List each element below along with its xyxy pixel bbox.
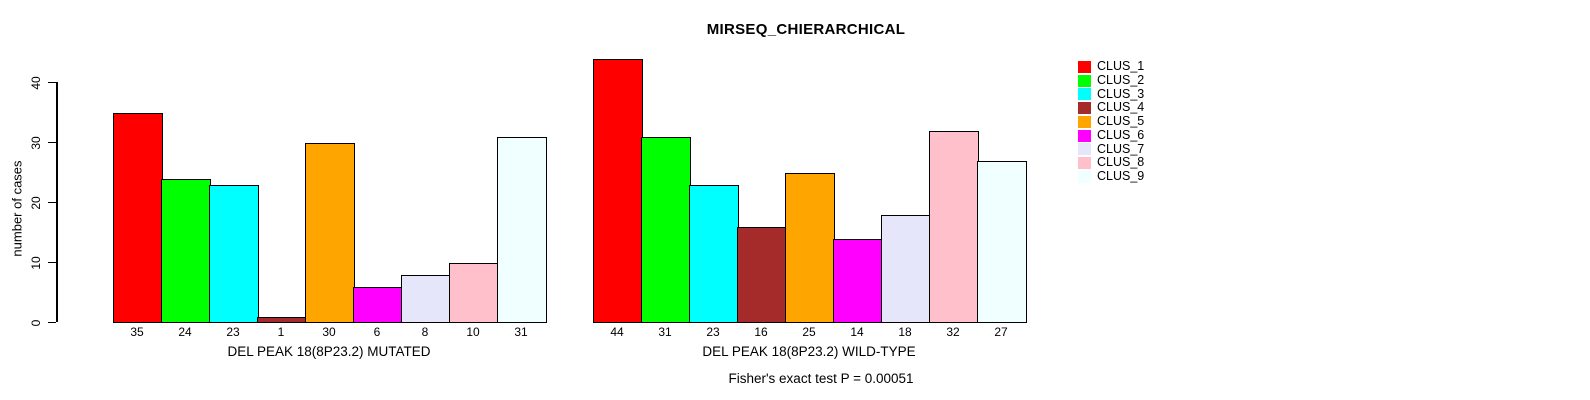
bar-clus_9 (497, 136, 547, 323)
y-tick-label: 20 (29, 195, 43, 210)
bar-value-label: 23 (226, 325, 240, 339)
legend-item-label: CLUS_3 (1097, 86, 1145, 101)
bar-value-label: 35 (130, 325, 144, 339)
chart-title: MIRSEQ_CHIERARCHICAL (706, 21, 906, 38)
bar-clus_8 (929, 130, 979, 323)
legend-item: CLUS_7 (1078, 141, 1145, 157)
bar-clus_1 (113, 112, 163, 323)
bar-value-label: 10 (466, 325, 480, 339)
bar-clus_2 (641, 136, 691, 323)
legend-color-swatch (1078, 170, 1091, 183)
bar-clus_6 (353, 286, 403, 323)
y-tick-label: 40 (29, 75, 43, 90)
bar-clus_3 (689, 184, 739, 323)
legend-item-label: CLUS_4 (1097, 100, 1145, 115)
y-tick (48, 321, 56, 324)
legend: CLUS_1 CLUS_2 CLUS_3 CLUS_4 CLUS_5 CLUS_6 CLUS… (1078, 59, 1145, 184)
bar-value-label: 31 (514, 325, 528, 339)
legend-color-swatch (1078, 143, 1091, 156)
legend-item-label: CLUS_1 (1097, 59, 1145, 73)
bar-clus_2 (161, 178, 211, 323)
bar-value-label: 32 (946, 325, 960, 339)
legend-color-swatch (1078, 102, 1091, 115)
y-tick (48, 261, 56, 264)
bar-clus_5 (785, 172, 835, 323)
x-axis-label-mutated: DEL PEAK 18(8P23.2) MUTATED (227, 344, 431, 359)
legend-item: CLUS_2 (1078, 72, 1145, 88)
bar-value-label: 23 (706, 325, 720, 339)
bar-value-label: 18 (898, 325, 912, 339)
legend-item: CLUS_1 (1078, 59, 1145, 74)
bar-value-label: 25 (802, 325, 816, 339)
legend-item-label: CLUS_7 (1097, 141, 1145, 156)
y-axis-label: number of cases (9, 160, 25, 257)
legend-item-label: CLUS_9 (1097, 169, 1145, 183)
y-tick (48, 81, 56, 84)
fisher-test-annotation: Fisher's exact test P = 0.00051 (728, 371, 914, 386)
bar-value-label: 31 (658, 325, 672, 339)
bar-clus_7 (881, 214, 931, 323)
legend-color-swatch (1078, 74, 1091, 87)
x-axis-label-wild-type: DEL PEAK 18(8P23.2) WILD-TYPE (702, 344, 916, 359)
bar-value-label: 8 (421, 325, 429, 339)
legend-item: CLUS_9 (1078, 169, 1145, 184)
legend-item: CLUS_6 (1078, 127, 1145, 143)
legend-color-swatch (1078, 157, 1091, 170)
bar-clus_4 (257, 316, 307, 323)
legend-color-swatch (1078, 88, 1091, 101)
bar-clus_8 (449, 262, 499, 323)
legend-color-swatch (1078, 115, 1091, 128)
legend-color-swatch (1078, 60, 1091, 73)
bar-value-label: 24 (178, 325, 192, 339)
legend-item-label: CLUS_5 (1097, 114, 1145, 128)
bar-clus_5 (305, 142, 355, 323)
legend-color-swatch (1078, 129, 1091, 142)
bar-value-label: 14 (850, 325, 864, 339)
bar-value-label: 44 (610, 325, 624, 339)
bar-clus_1 (593, 58, 643, 323)
bar-clus_4 (737, 226, 787, 323)
bar-clus_9 (977, 160, 1027, 323)
y-tick-label: 10 (29, 255, 43, 270)
y-tick (48, 201, 56, 204)
legend-item-label: CLUS_2 (1097, 72, 1145, 87)
bar-value-label: 27 (994, 325, 1008, 339)
bar-value-label: 6 (373, 325, 381, 339)
bar-clus_6 (833, 238, 883, 323)
bar-clus_3 (209, 184, 259, 323)
legend-item: CLUS_3 (1078, 86, 1145, 102)
y-tick (48, 141, 56, 144)
bar-clus_7 (401, 274, 451, 323)
y-axis (56, 82, 58, 322)
bar-value-label: 16 (754, 325, 768, 339)
bar-value-label: 30 (322, 325, 336, 339)
legend-item-label: CLUS_6 (1097, 127, 1145, 142)
legend-item: CLUS_5 (1078, 114, 1145, 129)
legend-item: CLUS_4 (1078, 100, 1145, 115)
legend-item: CLUS_8 (1078, 155, 1145, 170)
legend-item-label: CLUS_8 (1097, 155, 1145, 170)
y-tick-label: 0 (29, 319, 43, 326)
y-tick-label: 30 (29, 135, 43, 150)
bar-value-label: 1 (277, 325, 285, 339)
